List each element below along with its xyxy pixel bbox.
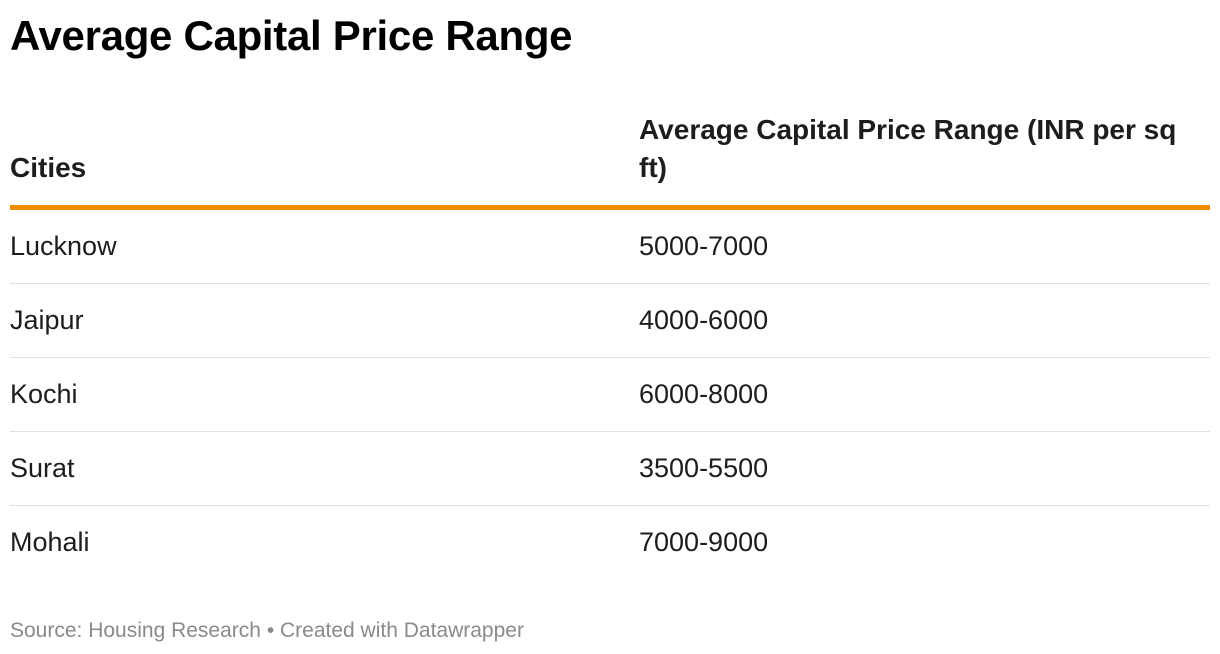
column-header-price-range: Average Capital Price Range (INR per sq … [639, 114, 1177, 183]
footer-notes: Source: Housing Research • Created with … [10, 617, 524, 645]
city-cell: Mohali [10, 527, 90, 557]
price-range-cell: 4000-6000 [639, 305, 769, 335]
price-range-cell: 3500-5500 [639, 453, 769, 483]
source-note: Source: Housing Research [10, 619, 261, 642]
column-header-cities: Cities [10, 152, 87, 183]
table-row: Jaipur 4000-6000 [10, 284, 1210, 358]
city-cell: Kochi [10, 379, 78, 409]
credit-link[interactable]: Created with Datawrapper [280, 619, 524, 642]
city-cell: Lucknow [10, 231, 117, 261]
city-cell: Surat [10, 453, 75, 483]
table-row: Mohali 7000-9000 [10, 506, 1210, 579]
price-range-cell: 6000-8000 [639, 379, 769, 409]
table-row: Surat 3500-5500 [10, 432, 1210, 506]
table-row: Kochi 6000-8000 [10, 358, 1210, 432]
table-body: Lucknow 5000-7000 Jaipur 4000-6000 Kochi 6000… [10, 210, 1210, 579]
table-header-row: Cities Average Capital Price Range (INR … [10, 112, 1210, 210]
chart-title: Average Capital Price Range [10, 12, 573, 59]
data-table: Cities Average Capital Price Range (INR … [10, 112, 1210, 579]
table-row: Lucknow 5000-7000 [10, 210, 1210, 284]
price-range-cell: 7000-9000 [639, 527, 769, 557]
price-range-cell: 5000-7000 [639, 231, 769, 261]
footer-separator: • [266, 619, 275, 642]
city-cell: Jaipur [10, 305, 84, 335]
